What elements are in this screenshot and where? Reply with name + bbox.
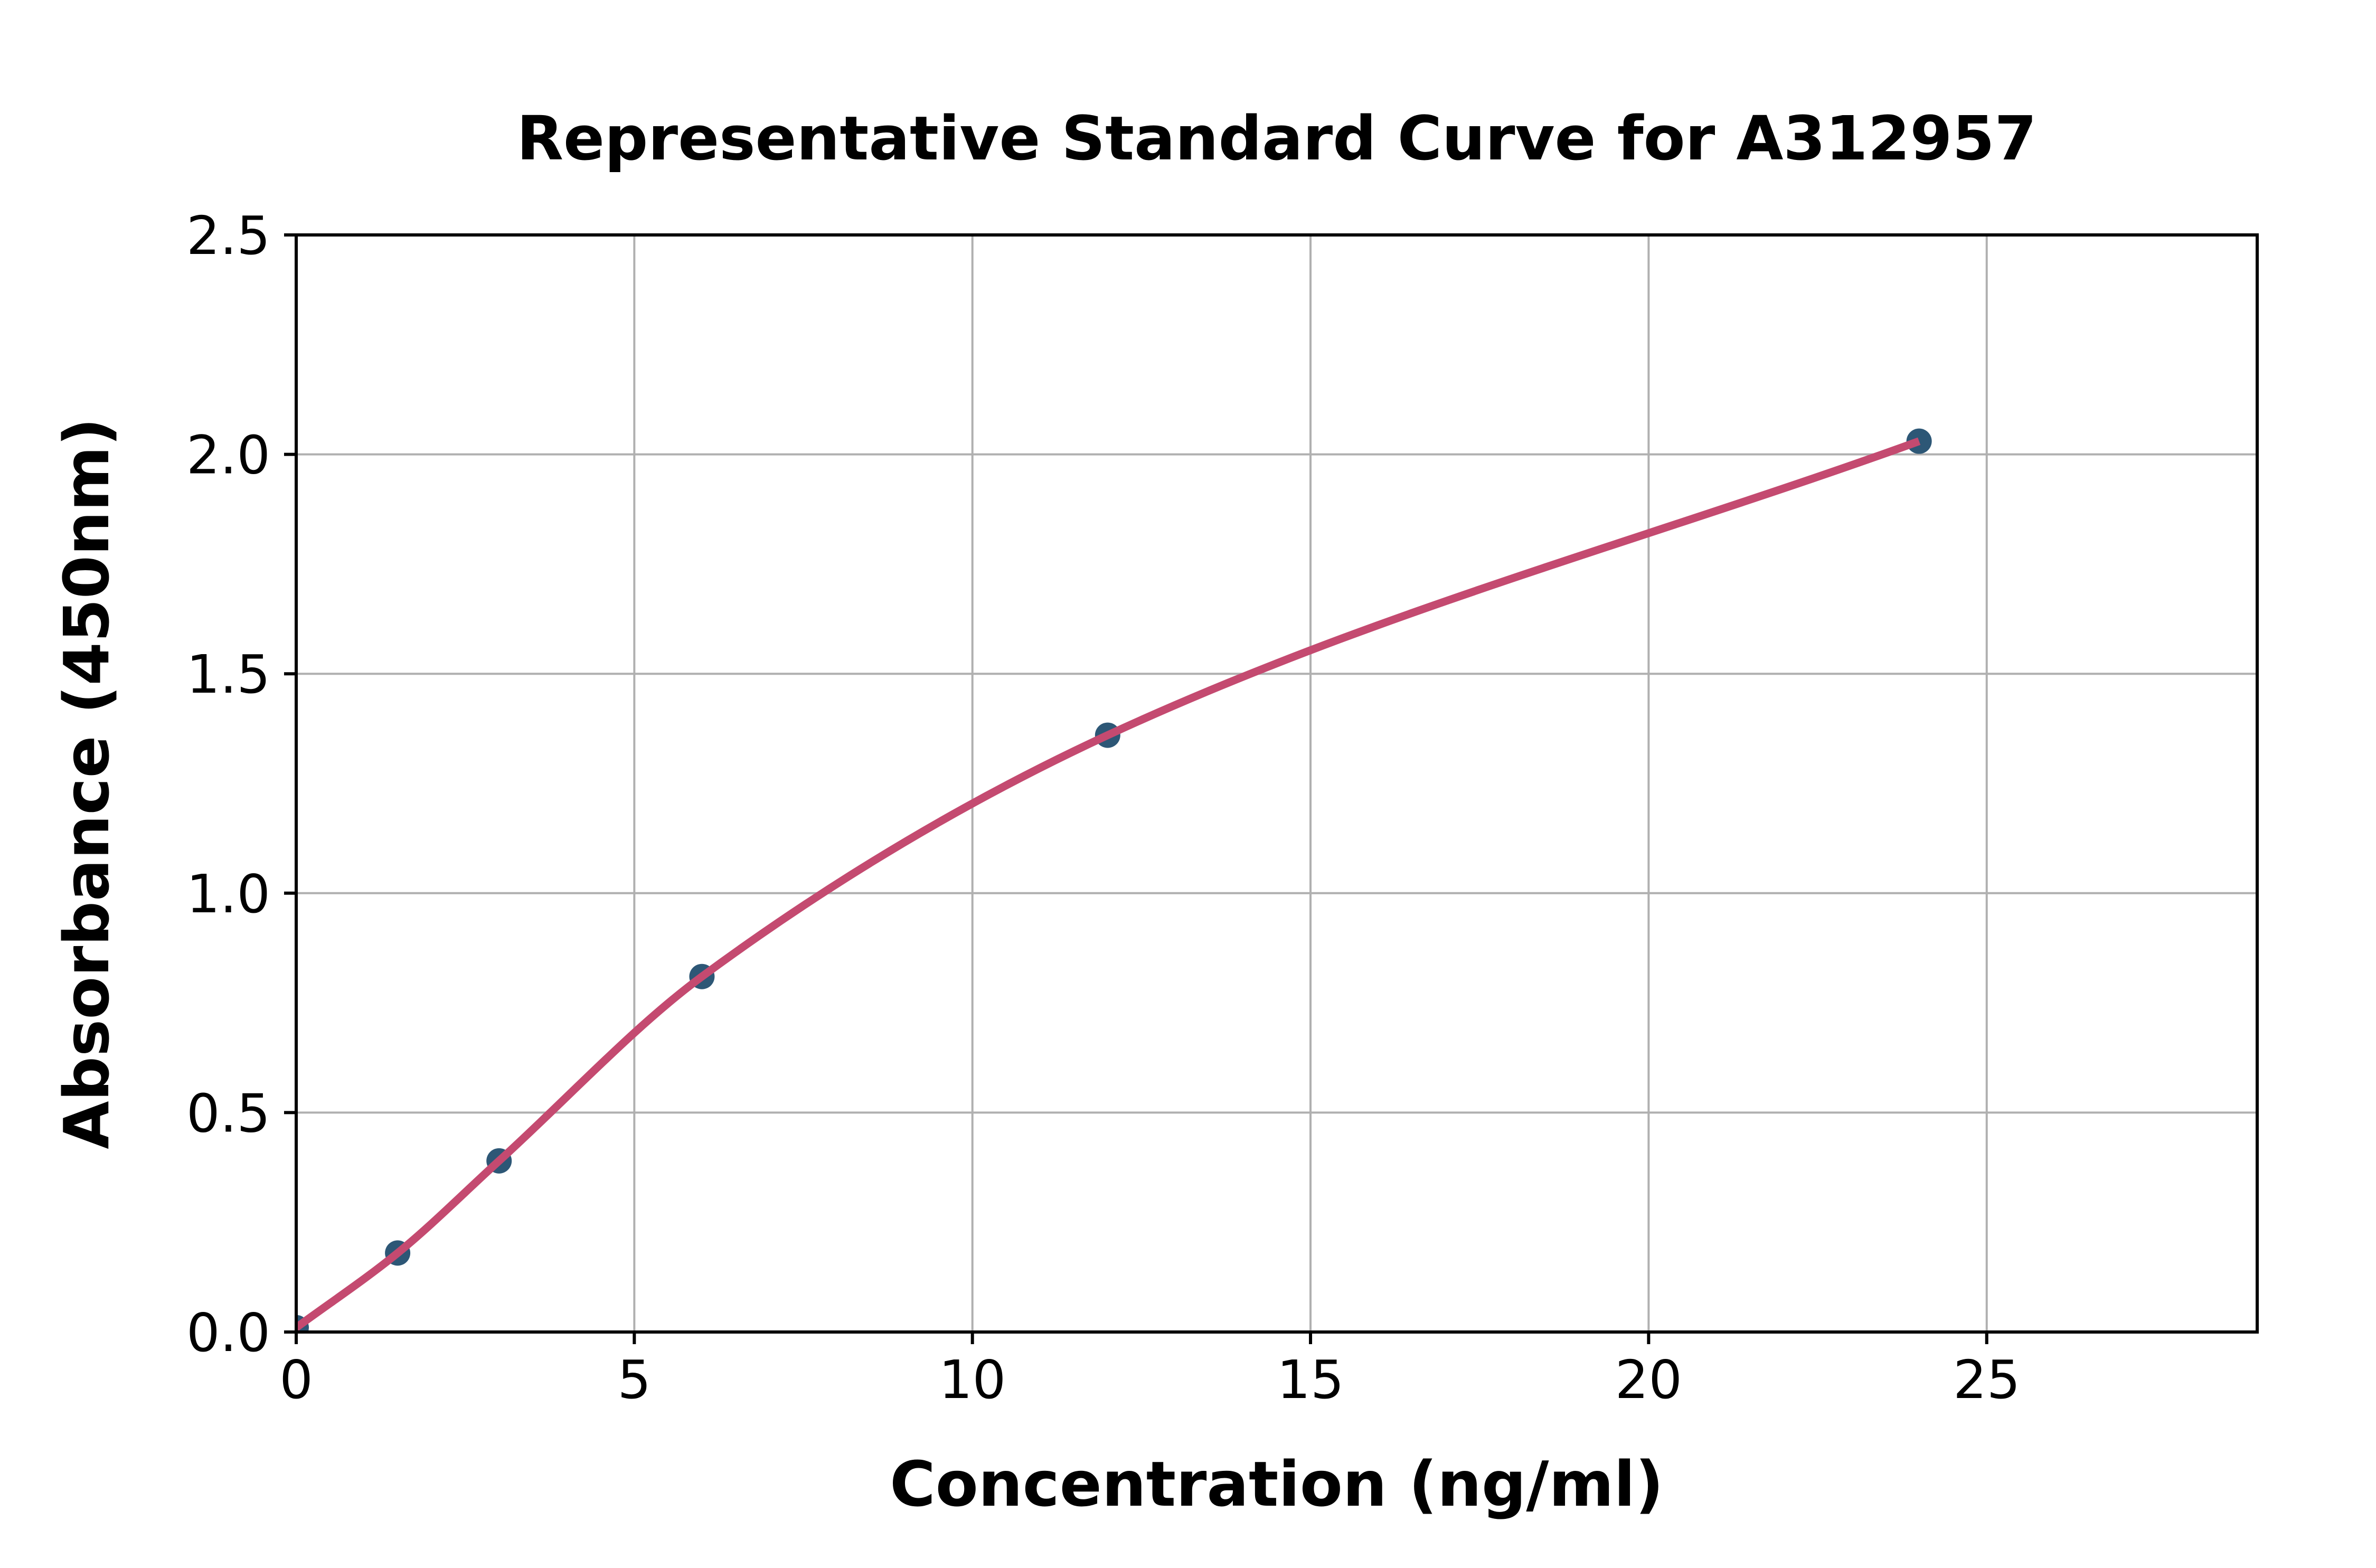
- gridlines: [295, 234, 2257, 1333]
- tick-marks: [284, 233, 1988, 1344]
- y-tick-label: 0.5: [186, 1082, 270, 1144]
- y-tick-label: 0.0: [186, 1302, 270, 1364]
- y-axis-label: Absorbance (450nm): [50, 418, 123, 1149]
- y-tick-label: 2.5: [186, 205, 270, 267]
- tick-labels: 0 5 10 15 20 25 0.0 0.5 1.0 1.5 2.0 2.5: [186, 205, 2020, 1411]
- y-tick-label: 2.0: [186, 424, 270, 486]
- y-tick-label: 1.5: [186, 644, 270, 705]
- x-tick-label: 15: [1277, 1349, 1344, 1411]
- data-series: [296, 428, 1932, 1332]
- fit-curve-line: [296, 437, 1921, 1331]
- x-axis-label: Concentration (ng/ml): [890, 1448, 1664, 1520]
- chart-title: Representative Standard Curve for A31295…: [517, 103, 2037, 174]
- x-tick-label: 20: [1615, 1349, 1682, 1411]
- x-tick-label: 25: [1953, 1349, 2020, 1411]
- x-tick-label: 10: [939, 1349, 1006, 1411]
- x-tick-label: 5: [618, 1349, 652, 1411]
- y-tick-label: 1.0: [186, 863, 270, 925]
- x-tick-label: 0: [279, 1349, 313, 1411]
- plot-frame: [295, 233, 2259, 1334]
